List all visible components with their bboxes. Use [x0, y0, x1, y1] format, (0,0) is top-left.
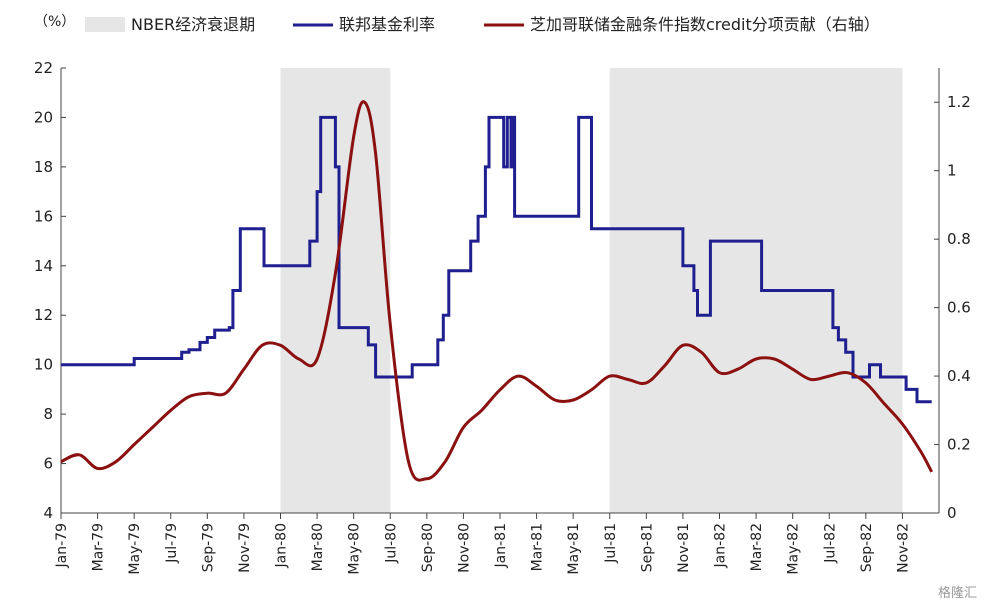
- x-tick-label: Jan-79: [54, 523, 70, 568]
- right-tick-label: 0: [947, 504, 957, 522]
- x-tick-label: Jul-80: [383, 523, 399, 564]
- series-line-credit: [60, 100, 934, 482]
- right-tick-label: 1.2: [947, 93, 971, 111]
- left-axis-unit: （%）: [34, 14, 75, 30]
- left-tick-label: 12: [34, 306, 53, 324]
- x-tick-label: May-82: [786, 523, 802, 575]
- series: [60, 100, 934, 482]
- x-tick-label: Nov-81: [676, 523, 692, 573]
- tick-labels: 4 6 8 10 12 14 16 18 20 22 0 0.2 0.4 0.6 0.8 1 1.2 Jan-79…: [34, 59, 971, 575]
- x-tick-label: Sep-79: [200, 523, 216, 572]
- right-tick-label: 0.8: [947, 230, 971, 248]
- x-tick-label: Jul-81: [603, 523, 619, 564]
- watermark: 格隆汇: [938, 585, 977, 601]
- x-tick-label: Jul-79: [164, 523, 180, 564]
- x-tick-label: Nov-79: [237, 523, 253, 573]
- legend-swatch-recession: [85, 17, 125, 32]
- recession-band-2: [609, 68, 903, 513]
- left-tick-label: 4: [43, 504, 53, 522]
- right-tick-label: 0.2: [947, 436, 971, 454]
- x-tick-label: May-79: [127, 523, 143, 575]
- series-line-fed-rate: [61, 115, 932, 404]
- x-tick-label: Jan-80: [274, 523, 290, 568]
- x-tick-label: Mar-81: [530, 523, 546, 571]
- left-tick-label: 22: [34, 59, 53, 77]
- x-tick-label: Mar-80: [310, 523, 326, 571]
- right-tick-label: 0.4: [947, 367, 971, 385]
- legend-label-fed-rate: 联邦基金利率: [339, 15, 435, 34]
- legend-label-recession: NBER经济衰退期: [131, 15, 255, 34]
- right-tick-label: 0.6: [947, 299, 971, 317]
- x-tick-label: Mar-79: [91, 523, 107, 571]
- left-tick-label: 18: [34, 158, 53, 176]
- x-tick-label: Sep-82: [859, 523, 875, 572]
- left-tick-label: 6: [43, 455, 53, 473]
- x-tick-label: Nov-80: [456, 523, 472, 573]
- x-tick-label: Sep-81: [639, 523, 655, 572]
- left-tick-label: 14: [34, 257, 53, 275]
- x-tick-label: Sep-80: [420, 523, 436, 572]
- legend-label-credit: 芝加哥联储金融条件指数credit分项贡献（右轴）: [530, 15, 880, 34]
- x-tick-label: May-81: [566, 523, 582, 575]
- left-tick-label: 10: [34, 356, 53, 374]
- x-tick-label: Jan-82: [713, 523, 729, 568]
- right-tick-label: 1: [947, 162, 957, 180]
- left-tick-label: 8: [43, 405, 53, 423]
- left-tick-label: 20: [34, 108, 53, 126]
- x-tick-label: Jul-82: [822, 523, 838, 564]
- x-tick-label: Mar-82: [749, 523, 765, 571]
- x-tick-label: Jan-81: [493, 523, 509, 568]
- axes: [60, 67, 940, 519]
- x-tick-label: Nov-82: [895, 523, 911, 573]
- x-tick-label: May-80: [347, 523, 363, 575]
- left-tick-label: 16: [34, 207, 53, 225]
- legend: NBER经济衰退期 联邦基金利率 芝加哥联储金融条件指数credit分项贡献（右…: [85, 15, 880, 34]
